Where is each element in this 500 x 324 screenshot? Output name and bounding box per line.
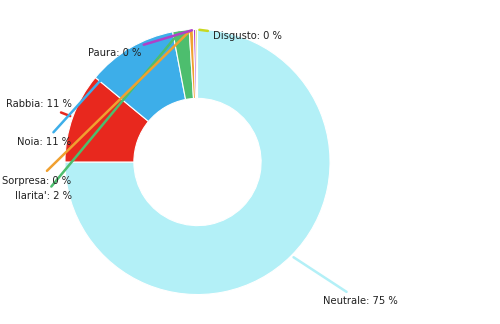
Text: Paura: 0 %: Paura: 0 % (88, 30, 192, 58)
Wedge shape (65, 29, 330, 295)
Wedge shape (96, 32, 186, 122)
Wedge shape (172, 30, 194, 99)
Text: Neutrale: 75 %: Neutrale: 75 % (294, 257, 398, 306)
Text: Noia: 11 %: Noia: 11 % (18, 50, 128, 147)
Text: Rabbia: 11 %: Rabbia: 11 % (6, 99, 71, 116)
Text: Disgusto: 0 %: Disgusto: 0 % (200, 30, 282, 41)
Wedge shape (65, 77, 148, 162)
Text: Sorpresa: 0 %: Sorpresa: 0 % (2, 31, 190, 186)
Wedge shape (194, 29, 196, 98)
Text: Ilarita': 2 %: Ilarita': 2 % (14, 33, 179, 202)
Wedge shape (189, 29, 196, 98)
Wedge shape (196, 29, 198, 98)
